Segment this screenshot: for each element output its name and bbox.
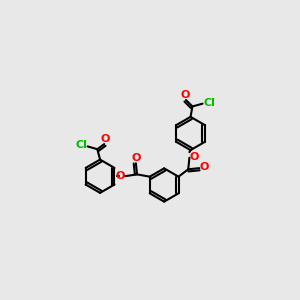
Text: Cl: Cl bbox=[75, 140, 87, 151]
Text: O: O bbox=[116, 171, 125, 181]
Text: O: O bbox=[200, 162, 209, 172]
Text: O: O bbox=[131, 153, 141, 163]
Text: O: O bbox=[101, 134, 110, 145]
Text: O: O bbox=[180, 90, 190, 100]
Text: Cl: Cl bbox=[203, 98, 215, 108]
Text: O: O bbox=[190, 152, 199, 162]
